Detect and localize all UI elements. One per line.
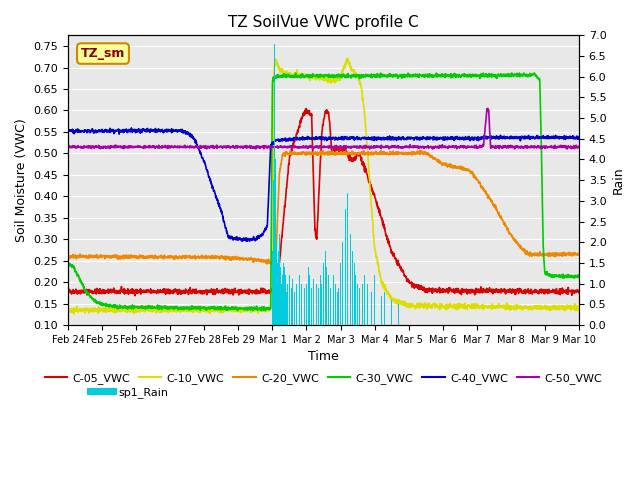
Bar bbox=[364, 276, 365, 325]
Bar bbox=[354, 263, 355, 325]
Bar bbox=[328, 276, 329, 325]
Bar bbox=[281, 284, 282, 325]
Bar bbox=[391, 300, 392, 325]
Bar bbox=[277, 276, 278, 325]
Bar bbox=[287, 284, 288, 325]
Bar bbox=[306, 284, 307, 325]
Bar bbox=[276, 242, 277, 325]
Bar bbox=[289, 276, 290, 325]
Title: TZ SoilVue VWC profile C: TZ SoilVue VWC profile C bbox=[228, 15, 419, 30]
Bar bbox=[398, 304, 399, 325]
Bar bbox=[283, 263, 284, 325]
Bar bbox=[323, 263, 324, 325]
Bar bbox=[319, 276, 321, 325]
Bar bbox=[279, 234, 280, 325]
Bar bbox=[345, 209, 346, 325]
Bar bbox=[355, 276, 356, 325]
Bar bbox=[291, 288, 292, 325]
Bar bbox=[313, 279, 314, 325]
Y-axis label: Rain: Rain bbox=[612, 167, 625, 194]
Bar bbox=[316, 284, 317, 325]
Bar bbox=[333, 276, 334, 325]
Bar bbox=[275, 159, 276, 325]
Bar bbox=[347, 192, 348, 325]
Bar bbox=[324, 251, 326, 325]
Bar bbox=[374, 276, 375, 325]
Bar bbox=[282, 276, 283, 325]
Bar bbox=[326, 267, 327, 325]
Bar bbox=[294, 292, 295, 325]
Bar bbox=[274, 44, 275, 325]
Bar bbox=[314, 292, 316, 325]
Bar bbox=[273, 180, 274, 325]
Bar bbox=[371, 292, 372, 325]
Bar bbox=[296, 284, 297, 325]
Bar bbox=[362, 284, 363, 325]
Bar bbox=[359, 288, 360, 325]
Bar bbox=[352, 251, 353, 325]
Bar bbox=[321, 284, 322, 325]
Bar bbox=[292, 279, 293, 325]
Bar bbox=[285, 284, 287, 325]
X-axis label: Time: Time bbox=[308, 350, 339, 363]
Text: TZ_sm: TZ_sm bbox=[81, 47, 125, 60]
Bar bbox=[350, 234, 351, 325]
Bar bbox=[318, 288, 319, 325]
Bar bbox=[340, 263, 341, 325]
Legend: sp1_Rain: sp1_Rain bbox=[86, 383, 173, 403]
Bar bbox=[311, 288, 312, 325]
Bar bbox=[285, 276, 286, 325]
Bar bbox=[357, 284, 358, 325]
Bar bbox=[280, 267, 281, 325]
Bar bbox=[286, 292, 287, 325]
Bar bbox=[335, 284, 336, 325]
Bar bbox=[301, 284, 302, 325]
Bar bbox=[330, 288, 331, 325]
Bar bbox=[278, 251, 279, 325]
Bar bbox=[381, 296, 382, 325]
Bar bbox=[360, 292, 362, 325]
Bar bbox=[284, 267, 285, 325]
Y-axis label: Soil Moisture (VWC): Soil Moisture (VWC) bbox=[15, 118, 28, 242]
Bar bbox=[367, 284, 368, 325]
Bar bbox=[276, 263, 278, 325]
Bar bbox=[275, 209, 276, 325]
Bar bbox=[272, 251, 273, 325]
